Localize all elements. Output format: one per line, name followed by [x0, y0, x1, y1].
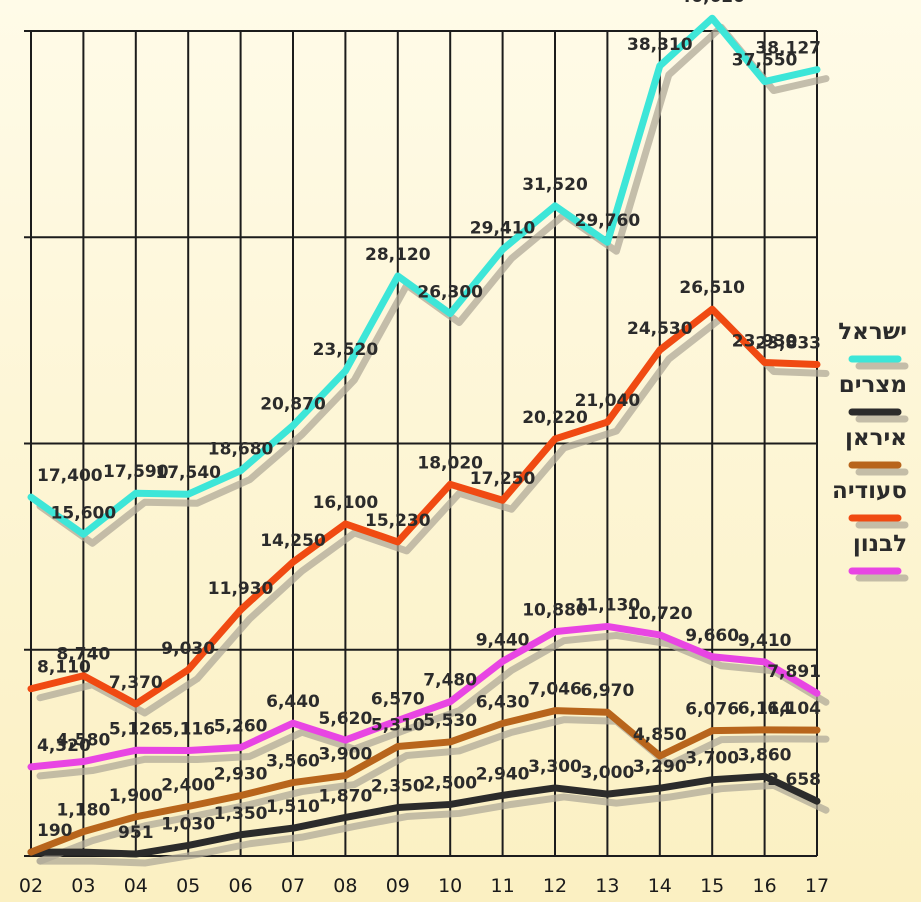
data-label: 6,076	[685, 700, 739, 720]
data-label: 1,510	[266, 797, 320, 817]
data-label: 10,720	[627, 604, 693, 624]
x-tick-label: 16	[753, 875, 777, 897]
data-label: 17,540	[155, 463, 221, 483]
data-label: 1,900	[109, 786, 163, 806]
x-tick-label: 02	[19, 875, 43, 897]
x-tick-label: 14	[648, 875, 672, 897]
data-label: 28,120	[365, 245, 431, 265]
data-label: 3,000	[581, 763, 635, 783]
data-label: 1,350	[214, 804, 268, 824]
data-label: 4,850	[633, 725, 687, 745]
data-label: 18,680	[208, 440, 274, 460]
legend-label: לבנון	[853, 531, 907, 557]
data-label: 1,870	[319, 786, 373, 806]
data-label: 1,180	[57, 801, 111, 821]
data-label: 9,660	[685, 626, 739, 646]
data-label: 24,530	[627, 319, 693, 339]
data-label: 11,930	[208, 579, 274, 599]
data-label: 6,430	[476, 692, 530, 712]
data-label: 1,030	[161, 814, 215, 834]
data-label: 5,620	[319, 709, 373, 729]
data-label: 26,510	[679, 278, 745, 298]
x-tick-label: 12	[543, 875, 567, 897]
x-tick-label: 07	[281, 875, 305, 897]
data-label: 5,310	[371, 715, 425, 735]
data-label: 3,560	[266, 752, 320, 772]
data-label: 38,127	[755, 39, 821, 59]
data-label: 7,370	[109, 673, 163, 693]
data-label: 5,260	[214, 717, 268, 737]
x-tick-label: 13	[595, 875, 619, 897]
legend-label: ישראל	[838, 319, 907, 345]
data-label: 6,440	[266, 692, 320, 712]
data-label: 6,970	[581, 681, 635, 701]
data-label: 2,658	[767, 770, 821, 790]
data-label: 2,930	[214, 765, 268, 785]
data-label: 3,900	[319, 745, 373, 765]
data-label: 951	[118, 823, 154, 843]
x-tick-label: 11	[491, 875, 515, 897]
x-tick-label: 09	[386, 875, 410, 897]
data-label: 9,030	[161, 639, 215, 659]
data-label: 7,480	[423, 671, 477, 691]
legend-label: סעודיה	[832, 478, 907, 504]
data-label: 23,520	[313, 340, 379, 360]
data-label: 17,250	[470, 469, 536, 489]
data-label: 5,530	[423, 711, 477, 731]
data-label: 31,520	[522, 175, 588, 195]
x-tick-label: 03	[71, 875, 95, 897]
data-label: 4,580	[57, 731, 111, 751]
data-label: 9,440	[476, 630, 530, 650]
legend-label: מצרים	[839, 372, 907, 398]
data-label: 40,620	[679, 0, 745, 7]
data-label: 5,116	[161, 719, 215, 739]
data-label: 14,250	[260, 531, 326, 551]
x-tick-label: 04	[124, 875, 148, 897]
data-label: 8,740	[57, 645, 111, 665]
data-label: 20,870	[260, 395, 326, 415]
x-tick-label: 15	[700, 875, 724, 897]
legend-label: איראן	[845, 425, 907, 451]
x-tick-label: 05	[176, 875, 200, 897]
data-label: 9,410	[738, 631, 792, 651]
data-label: 2,400	[161, 776, 215, 796]
data-label: 2,500	[423, 773, 477, 793]
data-label: 3,700	[685, 749, 739, 769]
data-label: 6,570	[371, 689, 425, 709]
x-tick-label: 10	[438, 875, 462, 897]
x-tick-label: 08	[333, 875, 357, 897]
data-label: 15,600	[51, 503, 117, 523]
data-label: 190	[37, 821, 73, 841]
data-label: 26,300	[417, 283, 483, 303]
data-label: 3,300	[528, 757, 582, 777]
data-label: 38,310	[627, 35, 693, 55]
data-label: 15,230	[365, 511, 431, 531]
data-label: 2,350	[371, 777, 425, 797]
data-label: 7,891	[767, 662, 821, 682]
data-label: 6,104	[767, 699, 821, 719]
data-label: 5,126	[109, 719, 163, 739]
data-label: 7,046	[528, 680, 582, 700]
x-tick-label: 17	[805, 875, 829, 897]
data-label: 2,940	[476, 764, 530, 784]
data-label: 3,290	[633, 757, 687, 777]
data-label: 29,410	[470, 218, 536, 238]
data-label: 29,760	[575, 211, 641, 231]
data-label: 21,040	[575, 391, 641, 411]
data-label: 3,860	[738, 745, 792, 765]
data-label: 17,400	[37, 466, 103, 486]
data-label: 23,833	[755, 333, 821, 353]
x-tick-label: 06	[229, 875, 253, 897]
